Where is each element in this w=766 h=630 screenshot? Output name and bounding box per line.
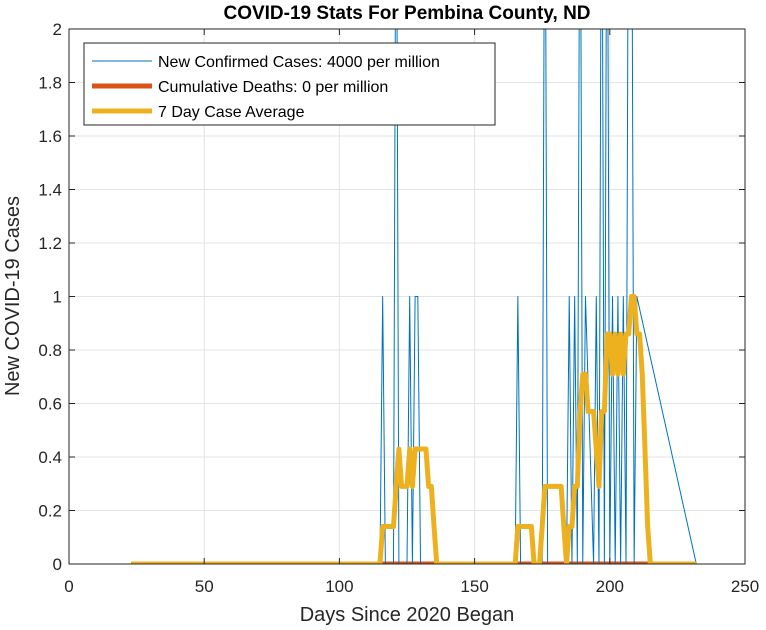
y-tick-label: 1.8 — [38, 74, 62, 93]
legend-entry: 7 Day Case Average — [158, 104, 305, 121]
x-tick-label: 0 — [64, 577, 73, 596]
x-tick-label: 250 — [731, 577, 759, 596]
legend: New Confirmed Cases: 4000 per million Cum… — [83, 42, 496, 126]
x-axis-label: Days Since 2020 Began — [300, 604, 515, 626]
y-tick-label: 0.2 — [38, 502, 62, 521]
x-tick-label: 150 — [460, 577, 488, 596]
y-tick-label: 0.4 — [38, 448, 62, 467]
legend-box — [83, 42, 496, 126]
legend-entry: Cumulative Deaths: 0 per million — [158, 79, 388, 96]
x-tick-label: 100 — [325, 577, 353, 596]
y-tick-label: 0.8 — [38, 341, 62, 360]
y-tick-label: 0 — [53, 555, 62, 574]
tick-labels: 0 50 100 150 200 250 0 0.2 0.4 0.6 0.8 1 1.2 1.4 1.6 1.… — [38, 20, 759, 596]
x-tick-label: 50 — [195, 577, 214, 596]
y-axis-label: New COVID-19 Cases — [2, 196, 24, 396]
y-tick-label: 1.2 — [38, 234, 62, 253]
legend-entry: New Confirmed Cases: 4000 per million — [158, 54, 440, 71]
seven-day-average-line — [131, 294, 697, 564]
y-tick-label: 2 — [53, 20, 62, 39]
series-layer — [131, 29, 697, 564]
chart-title: COVID-19 Stats For Pembina County, ND — [223, 3, 590, 24]
x-tick-label: 200 — [596, 577, 624, 596]
y-tick-label: 1.6 — [38, 127, 62, 146]
y-tick-label: 1 — [53, 288, 62, 307]
y-tick-label: 0.6 — [38, 395, 62, 414]
y-tick-label: 1.4 — [38, 181, 62, 200]
